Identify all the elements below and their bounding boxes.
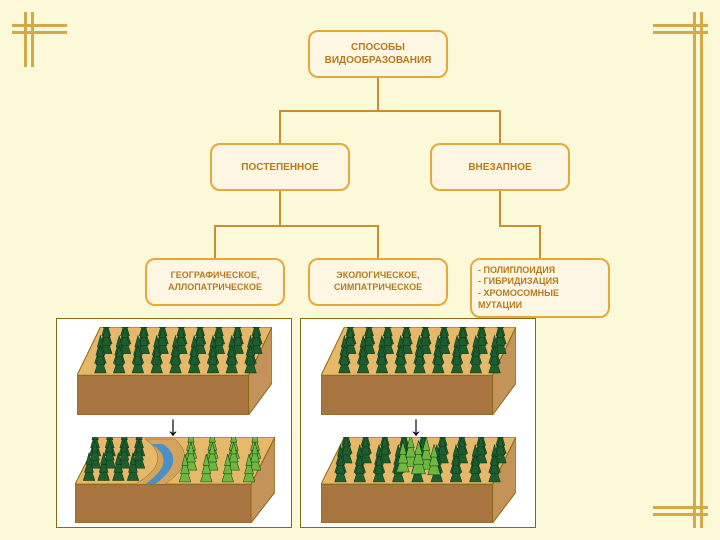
tree-node-geo: ГЕОГРАФИЧЕСКОЕ,АЛЛОПАТРИЧЕСКОЕ [145,258,285,306]
connector-line [214,225,216,258]
tree-node-root: СПОСОБЫВИДООБРАЗОВАНИЯ [308,30,448,78]
down-arrow-icon: ↓ [409,410,423,442]
terrain-block [75,437,275,523]
connector-line [377,78,379,110]
frame-line [12,24,67,27]
terrain-block [77,327,272,415]
tree-node-poly: - ПОЛИПЛОИДИЯ- ГИБРИДИЗАЦИЯ- ХРОМОСОМНЫЕ… [470,258,610,318]
connector-line [377,225,379,258]
connector-line [499,225,541,227]
connector-line [499,110,501,143]
frame-line [653,506,708,509]
frame-line [700,12,703,528]
connector-line [539,225,541,258]
terrain-block [321,327,516,415]
connector-line [279,110,281,143]
frame-line [12,31,67,34]
connector-line [214,225,379,227]
frame-line [653,24,708,27]
connector-line [499,191,501,225]
frame-line [31,12,34,67]
tree-node-sudden: ВНЕЗАПНОЕ [430,143,570,191]
terrain-block [321,437,516,523]
frame-line [24,12,27,67]
frame-line [653,31,708,34]
tree-node-eco: ЭКОЛОГИЧЕСКОЕ,СИМПАТРИЧЕСКОЕ [308,258,448,306]
frame-line [653,513,708,516]
tree-node-gradual: ПОСТЕПЕННОЕ [210,143,350,191]
down-arrow-icon: ↓ [166,410,180,442]
connector-line [279,191,281,225]
connector-line [279,110,501,112]
frame-line [693,12,696,528]
